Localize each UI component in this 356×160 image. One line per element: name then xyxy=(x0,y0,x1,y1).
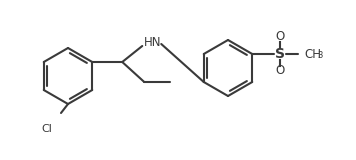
Text: Cl: Cl xyxy=(41,124,52,134)
Text: O: O xyxy=(276,31,285,44)
Text: 3: 3 xyxy=(317,52,323,60)
Text: O: O xyxy=(276,64,285,77)
Text: CH: CH xyxy=(304,48,321,60)
Text: HN: HN xyxy=(144,36,162,49)
Text: S: S xyxy=(275,47,285,61)
